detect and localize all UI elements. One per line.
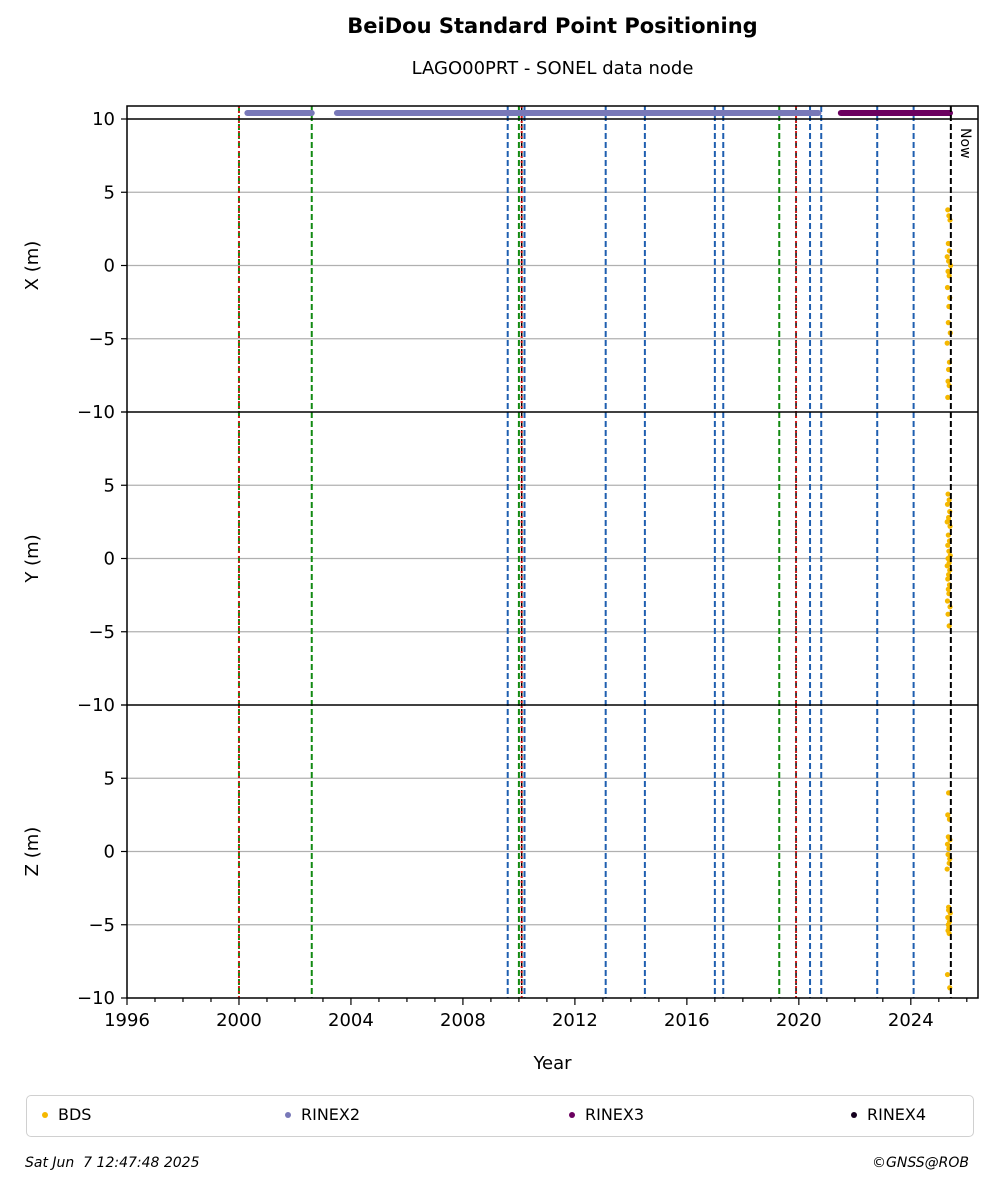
ytick-label-z-1: 5: [104, 768, 115, 789]
xtick-label-7: 2024: [888, 1010, 934, 1031]
bds-point-z-1: [945, 812, 951, 818]
xtick-label-6: 2020: [776, 1010, 822, 1031]
bds-point-x-8: [945, 268, 951, 274]
bds-point-z-10: [944, 866, 950, 872]
bds-point-z-7: [945, 851, 951, 858]
ytick-label-y-1: 5: [104, 475, 115, 496]
bds-point-x-10: [944, 284, 951, 291]
xlabel: Year: [532, 1053, 572, 1074]
bds-point-y-21: [944, 598, 951, 604]
bds-point-z-19: [944, 971, 951, 978]
ylabel-x: X (m): [22, 241, 43, 291]
now-label: Now: [957, 128, 973, 159]
ytick-label-y-2: 0: [104, 549, 115, 570]
bds-point-y-17: [945, 576, 951, 582]
ytick-label-x-3: −5: [88, 329, 115, 350]
legend-label-bds: BDS: [58, 1105, 92, 1124]
bds-point-y-23: [945, 611, 951, 617]
bds-point-y-9: [945, 542, 951, 548]
legend-label-rinex4: RINEX4: [867, 1105, 927, 1124]
xtick-label-5: 2016: [664, 1010, 710, 1031]
bds-point-y-7: [945, 532, 951, 538]
chart-svg: 10 5 0 −5 −10 X (m) 5 0 −5 −10 Y (m) 5 0 −5 −10 Z (m) No…: [22, 105, 979, 1074]
legend: BDS RINEX2 RINEX3 RINEX4: [26, 1095, 974, 1137]
legend-marker-rinex3: [569, 1111, 575, 1118]
bds-point-x-0: [945, 207, 951, 213]
chart-subtitle: LAGO00PRT - SONEL data node: [411, 58, 694, 79]
bds-point-x-15: [944, 340, 950, 346]
ytick-label-y-4: −10: [77, 695, 115, 716]
chart-title: BeiDou Standard Point Positioning: [347, 14, 758, 38]
bds-point-z-5: [944, 841, 951, 847]
ytick-label-z-4: −10: [77, 988, 115, 1009]
ytick-label-z-3: −5: [88, 915, 115, 936]
bds-point-x-5: [944, 254, 950, 260]
bds-point-x-13: [945, 320, 951, 326]
legend-label-rinex2: RINEX2: [301, 1105, 361, 1124]
bds-point-y-14: [944, 563, 950, 569]
ytick-label-x-0: 10: [92, 109, 115, 130]
bds-point-y-19: [945, 586, 951, 592]
bds-point-y-12: [945, 555, 951, 562]
xtick-label-3: 2008: [440, 1010, 486, 1031]
ylabel-z: Z (m): [22, 827, 43, 877]
legend-marker-bds: [42, 1111, 48, 1118]
xtick-label-4: 2012: [552, 1010, 598, 1031]
footer-timestamp: Sat Jun 7 12:47:48 2025: [25, 1155, 200, 1171]
legend-item-rinex2: RINEX2: [285, 1105, 360, 1124]
footer-copyright: ©GNSS@ROB: [872, 1155, 969, 1171]
legend-label-rinex3: RINEX3: [585, 1105, 645, 1124]
bds-point-y-2: [944, 501, 951, 507]
xtick-label-2: 2004: [328, 1010, 374, 1031]
ytick-label-x-1: 5: [104, 182, 115, 203]
ytick-label-x-2: 0: [104, 256, 115, 277]
legend-marker-rinex2: [285, 1111, 291, 1118]
xtick-label-0: 1996: [104, 1010, 150, 1031]
bds-point-x-3: [945, 240, 951, 247]
legend-item-bds: BDS: [42, 1105, 91, 1124]
bds-point-x-20: [945, 394, 951, 400]
plot-frame: [126, 105, 979, 999]
legend-marker-rinex4: [851, 1111, 857, 1118]
ytick-label-y-3: −5: [88, 622, 115, 643]
bds-point-x-18: [945, 378, 951, 384]
ytick-label-x-4: −10: [77, 402, 115, 423]
bds-point-y-0: [945, 491, 951, 497]
ylabel-y: Y (m): [22, 534, 43, 583]
legend-item-rinex4: RINEX4: [851, 1105, 926, 1124]
bds-point-z-13: [945, 914, 951, 921]
ytick-label-z-2: 0: [104, 842, 115, 863]
bds-point-x-7: [947, 262, 954, 269]
legend-item-rinex3: RINEX3: [569, 1105, 644, 1124]
xtick-label-1: 2000: [216, 1010, 262, 1031]
